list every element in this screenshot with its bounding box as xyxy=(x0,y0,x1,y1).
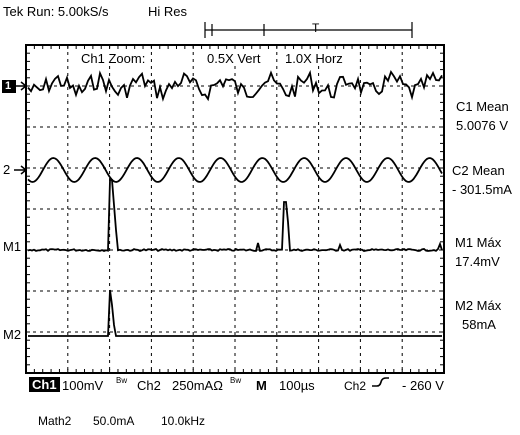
ch1-marker-label: 1 xyxy=(5,80,12,92)
measurement-1-name: C1 Mean xyxy=(456,99,509,114)
measurement-4-name: M2 Máx xyxy=(455,298,502,313)
ch2-ground-marker xyxy=(14,165,28,175)
ch2-indicator: Ch2 xyxy=(137,378,161,393)
math2-scale: 50.0mA xyxy=(93,414,135,428)
trigger-position-bar xyxy=(204,22,413,38)
ch2-trace xyxy=(27,157,443,183)
ch1-indicator: Ch1 xyxy=(29,377,60,392)
zoom-label: Ch1 Zoom: xyxy=(80,51,147,66)
math2-frequency: 10.0kHz xyxy=(161,414,206,428)
math2-marker-label: M2 xyxy=(3,327,22,342)
measurement-3-value: 17.4mV xyxy=(455,254,500,269)
zoom-vertical: 0.5X Vert xyxy=(206,51,262,66)
measurement-4-value: 58mA xyxy=(462,317,496,332)
measurement-2-name: C2 Mean xyxy=(452,163,505,178)
math2-trace xyxy=(28,289,442,337)
math2-name: Math2 xyxy=(38,414,72,428)
math1-marker-label: M1 xyxy=(3,239,22,254)
ch2-scale: 250mAΩ xyxy=(172,378,223,393)
acquisition-mode: Hi Res xyxy=(148,4,188,19)
timebase-value: 100µs xyxy=(279,378,315,393)
math1-trace xyxy=(27,179,443,252)
graticule-ticks xyxy=(25,44,445,374)
ch2-bandwidth-limit: Bw xyxy=(230,376,242,385)
ch1-trace xyxy=(27,69,443,102)
ch1-bandwidth-limit: Bw xyxy=(116,376,128,385)
rising-edge-trigger-icon xyxy=(372,377,389,387)
trigger-level: - 260 V xyxy=(402,378,444,393)
ch1-scale: 100mV xyxy=(62,378,104,393)
graticule-grid xyxy=(26,45,444,373)
ch1-ground-marker xyxy=(2,80,28,93)
measurement-3-name: M1 Máx xyxy=(455,235,502,250)
timebase-mode: M xyxy=(256,378,267,393)
measurement-1-value: 5.0076 V xyxy=(456,118,509,133)
ch2-marker-label: 2 xyxy=(3,162,11,177)
measurement-2-value: - 301.5mA xyxy=(452,182,512,197)
acquisition-status: Tek Run: 5.00kS/s xyxy=(3,4,109,19)
trigger-source: Ch2 xyxy=(344,379,367,393)
zoom-horizontal: 1.0X Horz xyxy=(284,51,344,66)
trigger-marker: T xyxy=(312,21,320,35)
